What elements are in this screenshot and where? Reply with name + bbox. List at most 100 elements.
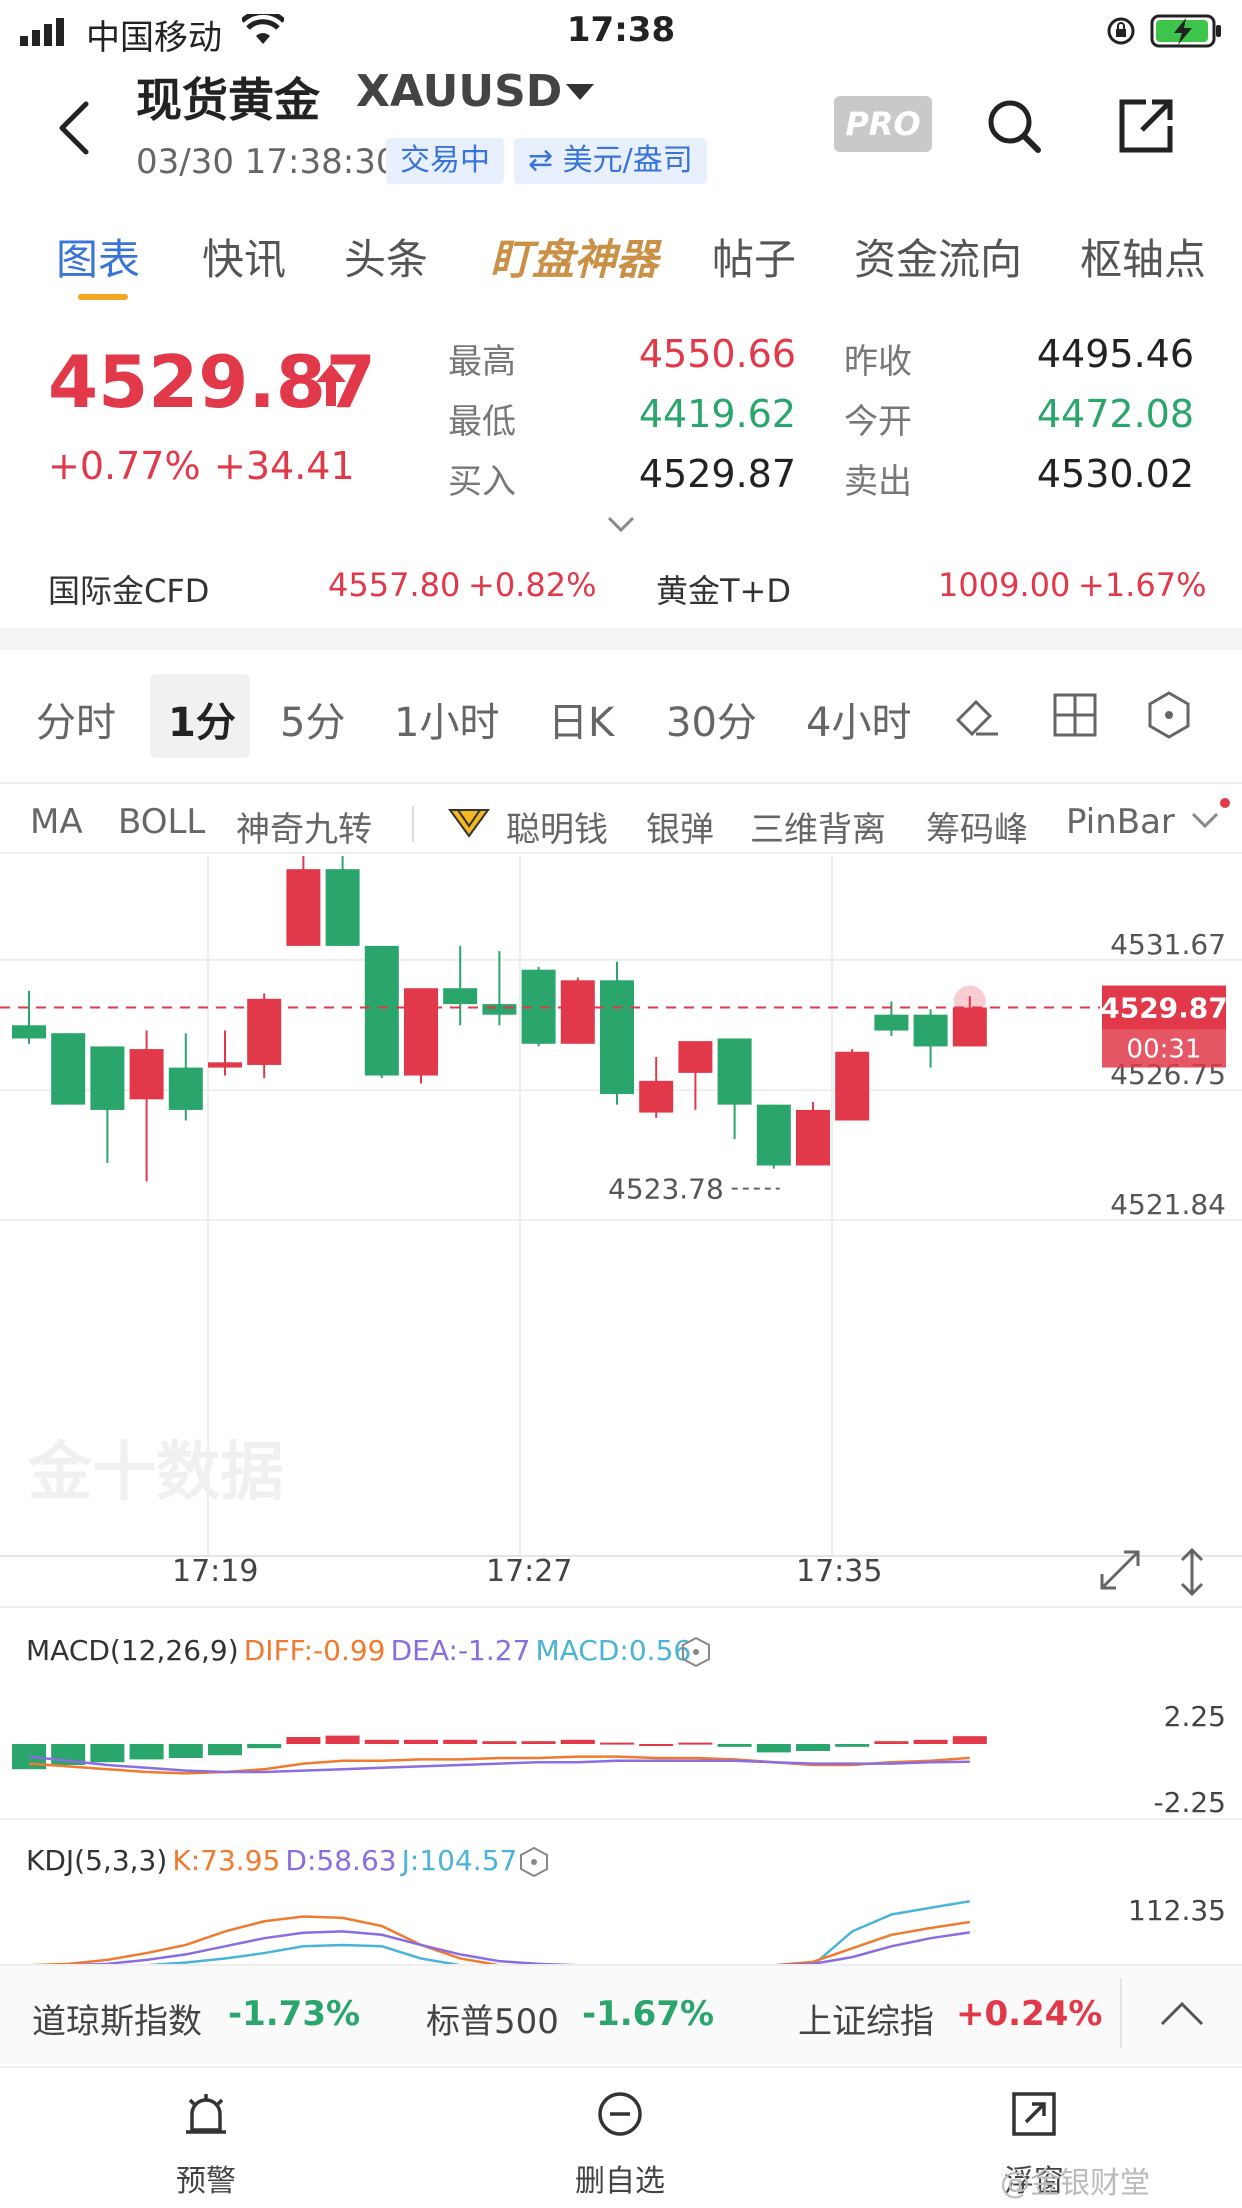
vertical-resize-icon[interactable]	[1176, 1546, 1208, 1598]
interval-30min[interactable]: 30分	[666, 700, 757, 746]
macd-settings-icon[interactable]	[680, 1636, 712, 1668]
draw-tool-icon[interactable]	[952, 690, 1002, 740]
float-window-icon[interactable]	[1010, 2090, 1058, 2138]
indicator-pinbar[interactable]: PinBar	[1066, 802, 1175, 842]
macd-histogram-bar	[600, 1742, 634, 1745]
battery-charging-icon	[1150, 14, 1221, 48]
macd-histogram-bar	[247, 1744, 282, 1749]
bid-label: 买入	[448, 462, 516, 502]
macd-title: MACD(12,26,9)	[26, 1634, 239, 1667]
macd-histogram-bar	[913, 1739, 948, 1744]
tab-remove-watchlist-label[interactable]: 删自选	[575, 2164, 665, 2199]
interval-4hour[interactable]: 4小时	[806, 700, 912, 746]
candle-body	[247, 998, 282, 1065]
x-tick-label-2: 17:27	[486, 1554, 573, 1589]
candle-body	[835, 1051, 870, 1121]
interval-row-divider	[0, 782, 1242, 784]
indicator-silver-bullet[interactable]: 银弹	[646, 810, 714, 850]
unit-switch-badge[interactable]: ⇄ 美元/盎司	[514, 138, 707, 184]
current-price-label: 4529.87	[1100, 992, 1228, 1025]
x-tick-label-1: 17:19	[172, 1554, 259, 1589]
tab-alert-label[interactable]: 预警	[176, 2164, 236, 2199]
indicator-more-chevron-icon[interactable]	[1190, 810, 1220, 830]
interval-daily[interactable]: 日K	[548, 700, 615, 746]
macd-diff: DIFF:-0.99	[243, 1634, 386, 1667]
indicator-chip-peak[interactable]: 筹码峰	[926, 810, 1028, 850]
macd-histogram-bar	[404, 1739, 438, 1744]
macd-histogram-bar	[443, 1739, 478, 1744]
td-label[interactable]: 黄金T+D	[656, 572, 792, 610]
interval-5min[interactable]: 5分	[280, 700, 346, 746]
tab-pivot-points[interactable]: 枢轴点	[1080, 235, 1207, 284]
kdj-d: D:58.63	[285, 1844, 397, 1877]
td-price: 1009.00	[938, 566, 1071, 604]
tab-fund-flow[interactable]: 资金流向	[854, 235, 1023, 284]
interval-1hour[interactable]: 1小时	[394, 700, 500, 746]
candle-body	[443, 988, 478, 1005]
tab-chart[interactable]: 图表	[56, 235, 141, 284]
index-sp500-name[interactable]: 标普500	[426, 2002, 559, 2042]
expand-chevron-down-icon[interactable]	[606, 514, 636, 534]
indicator-3d-divergence[interactable]: 三维背离	[750, 810, 886, 850]
indicator-smart-money[interactable]: 聪明钱	[506, 810, 608, 850]
candle-body	[678, 1041, 713, 1073]
macd-histogram-bar	[521, 1741, 556, 1744]
candle-body	[90, 1046, 125, 1110]
index-dow-name[interactable]: 道琼斯指数	[32, 2002, 202, 2042]
indicator-magic-nine[interactable]: 神奇九转	[236, 810, 372, 850]
tab-headlines[interactable]: 头条	[344, 235, 429, 284]
indicator-boll[interactable]: BOLL	[118, 802, 206, 842]
fullscreen-expand-icon[interactable]	[1098, 1548, 1142, 1592]
instrument-symbol[interactable]: XAUUSD	[356, 66, 563, 117]
settings-hexagon-icon[interactable]	[1146, 690, 1192, 740]
macd-histogram-bar	[208, 1744, 242, 1756]
tab-watch-tool[interactable]: 盯盘神器	[490, 235, 659, 284]
y-axis-label: 4531.67	[1110, 928, 1226, 961]
change-percent: +0.77%	[48, 444, 201, 488]
expand-up-chevron-icon[interactable]	[1158, 2000, 1206, 2028]
tab-posts[interactable]: 帖子	[712, 235, 797, 284]
tab-float-window-label[interactable]: 浮窗	[1004, 2164, 1064, 2199]
candle-body	[129, 1049, 164, 1100]
tab-flash-news[interactable]: 快讯	[202, 235, 287, 284]
macd-histogram-bar	[678, 1742, 713, 1745]
pro-button[interactable]: PRO	[834, 96, 932, 152]
kdj-settings-icon[interactable]	[518, 1846, 550, 1878]
remove-watchlist-icon[interactable]	[596, 2090, 644, 2138]
y-axis-label: 4521.84	[1110, 1188, 1226, 1221]
instrument-title: 现货黄金	[136, 73, 320, 127]
index-bar-separator	[1120, 1978, 1122, 2048]
symbol-dropdown-caret-icon[interactable]	[566, 84, 594, 100]
indicator-row-divider	[0, 852, 1242, 854]
share-icon[interactable]	[1116, 96, 1176, 156]
back-icon[interactable]	[52, 100, 96, 156]
candle-body	[168, 1067, 203, 1110]
macd-histogram-bar	[874, 1741, 909, 1744]
high-value: 4550.66	[638, 332, 796, 376]
cfd-label[interactable]: 国际金CFD	[48, 572, 210, 610]
layout-grid-icon[interactable]	[1052, 692, 1098, 738]
indicator-ma[interactable]: MA	[30, 802, 83, 842]
image-watermark: @金银财堂	[1000, 2166, 1150, 2201]
candle-body	[639, 1080, 674, 1113]
interval-timeshare[interactable]: 分时	[36, 700, 116, 746]
macd-histogram-bar	[560, 1739, 595, 1744]
low-value: 4419.62	[638, 392, 796, 436]
alarm-icon[interactable]	[182, 2090, 230, 2138]
search-icon[interactable]	[984, 96, 1044, 156]
interval-1min[interactable]: 1分	[168, 700, 236, 746]
macd-histogram-bar	[286, 1737, 321, 1744]
macd-histogram-bar	[756, 1744, 791, 1753]
countdown-tag	[1102, 1029, 1226, 1068]
new-indicator-dot	[1220, 798, 1230, 808]
open-label: 今开	[844, 402, 912, 442]
index-shanghai-name[interactable]: 上证综指	[798, 2002, 934, 2042]
wifi-icon	[242, 14, 284, 44]
active-interval-highlight	[150, 674, 250, 758]
candle-body	[874, 1014, 909, 1031]
candle-body	[717, 1038, 752, 1105]
open-value: 4472.08	[1036, 392, 1194, 436]
index-dow-value: -1.73%	[228, 1994, 361, 2034]
prev-close-value: 4495.46	[1036, 332, 1194, 376]
